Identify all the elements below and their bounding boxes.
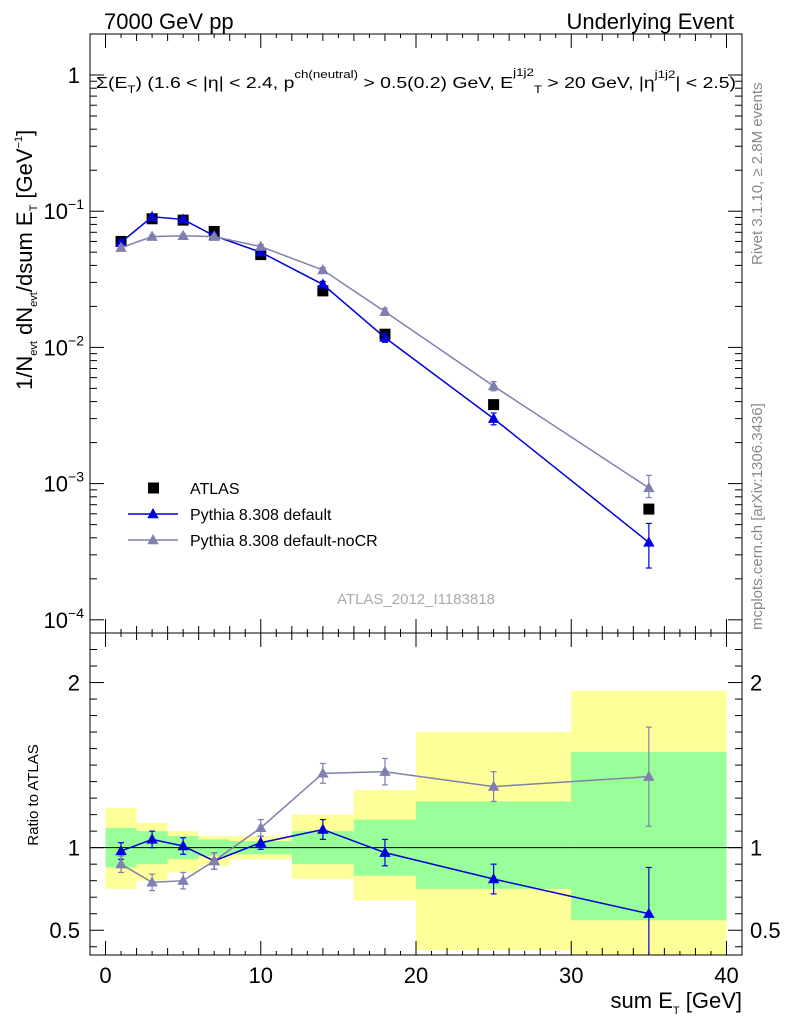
data-point: [317, 285, 329, 297]
data-point: [146, 210, 158, 221]
x-tick-label: 20: [404, 963, 428, 988]
header-right: Underlying Event: [566, 9, 734, 34]
legend-label: ATLAS: [190, 481, 240, 498]
data-point: [115, 236, 127, 247]
y-tick-label: 1: [68, 63, 80, 88]
ratio-series-pythia-default-nocr: [115, 726, 655, 892]
ratio-y-tick-label: 2: [68, 671, 80, 696]
ratio-data-point: [177, 840, 189, 851]
ratio-data-point: [208, 854, 220, 866]
y-tick-label: 10−4: [44, 605, 85, 633]
data-point: [146, 230, 158, 241]
ratio-y-tick-label-right: 1: [750, 836, 762, 861]
ratio-data-point: [146, 833, 158, 844]
legend-marker-square: [148, 482, 159, 494]
data-point: [255, 246, 267, 257]
data-point: [488, 399, 500, 411]
ratio-data-point: [379, 846, 391, 857]
ratio-data-point: [177, 874, 189, 885]
ratio-data-point: [255, 836, 267, 847]
legend-label: Pythia 8.308 default-noCR: [190, 533, 378, 550]
legend-marker-triangle: [147, 534, 159, 545]
ratio-data-point: [255, 821, 267, 833]
analysis-watermark: ATLAS_2012_I1183818: [337, 591, 495, 608]
x-tick-label: 40: [714, 963, 738, 988]
series-line: [120, 235, 650, 489]
data-point: [177, 213, 189, 224]
x-tick-label: 10: [249, 963, 273, 988]
legend-marker-triangle: [147, 508, 159, 519]
ratio-data-point: [115, 858, 127, 869]
rivet-version-label: Rivet 3.1.10, ≥ 2.8M events: [749, 83, 766, 266]
data-point: [115, 241, 127, 252]
data-point: [379, 331, 391, 342]
legend-item: ATLAS: [148, 481, 240, 498]
data-point: [643, 503, 655, 515]
header-left: 7000 GeV pp: [104, 9, 234, 34]
ratio-series-pythia-default: [115, 818, 655, 955]
ratio-data-point: [115, 844, 127, 856]
ratio-y-axis-label: Ratio to ATLAS: [25, 744, 42, 845]
mcplots-label: mcplots.cern.ch [arXiv:1306.3436]: [749, 403, 766, 630]
data-point: [379, 305, 391, 316]
ratio-data-point: [317, 823, 329, 834]
ratio-uncertainty-bands: [105, 690, 727, 955]
series-pythia-default-nocr: [115, 229, 655, 499]
ratio-y-tick-label-right: 0.5: [750, 918, 781, 943]
ratio-data-point: [487, 780, 500, 791]
ratio-data-point: [317, 767, 329, 778]
data-point: [317, 264, 329, 275]
data-point: [643, 481, 655, 493]
text-labels: 0 10 20 30 40 10−4 10−3 10−2 10−1 1 0.5 0.5 1 1 2 2 7000…: [12, 9, 781, 1017]
ratio-data-point: [643, 770, 655, 781]
data-point: [643, 536, 655, 547]
y-axis-label: 1/Nevt dNevt/dsum ET [GeV−1]: [12, 130, 40, 390]
data-point: [208, 230, 220, 241]
axis-ticks: [90, 33, 742, 955]
y-tick-label: 10−1: [44, 196, 85, 224]
data-point: [487, 380, 500, 391]
ratio-data-point: [643, 907, 655, 918]
x-tick-label: 30: [559, 963, 583, 988]
legend-label: Pythia 8.308 default: [190, 507, 332, 524]
ratio-y-tick-label: 1: [68, 836, 80, 861]
data-point: [255, 240, 267, 251]
plot-title: Σ(E T) (1.6 < |η| < 2.4, p ch(neutral) > 0…: [96, 67, 736, 96]
data-point: [177, 229, 189, 240]
data-point: [487, 412, 500, 423]
ratio-data-point: [487, 873, 500, 884]
legend-item: Pythia 8.308 default-noCR: [128, 533, 378, 550]
data-point: [317, 278, 329, 289]
ratio-data-point: [379, 765, 391, 776]
y-tick-label: 10−2: [44, 332, 85, 360]
legend: ATLAS Pythia 8.308 default Pythia 8.308 de…: [128, 481, 378, 550]
data-series: [115, 210, 655, 955]
series-atlas: [115, 213, 655, 515]
ratio-y-tick-label: 0.5: [49, 918, 80, 943]
y-tick-label: 10−3: [44, 469, 85, 497]
legend-item: Pythia 8.308 default: [128, 507, 332, 524]
ratio-y-tick-label-right: 2: [750, 671, 762, 696]
x-axis-label: sum ET [GeV]: [611, 988, 742, 1017]
x-tick-label: 0: [99, 963, 111, 988]
ratio-data-point: [146, 876, 158, 887]
